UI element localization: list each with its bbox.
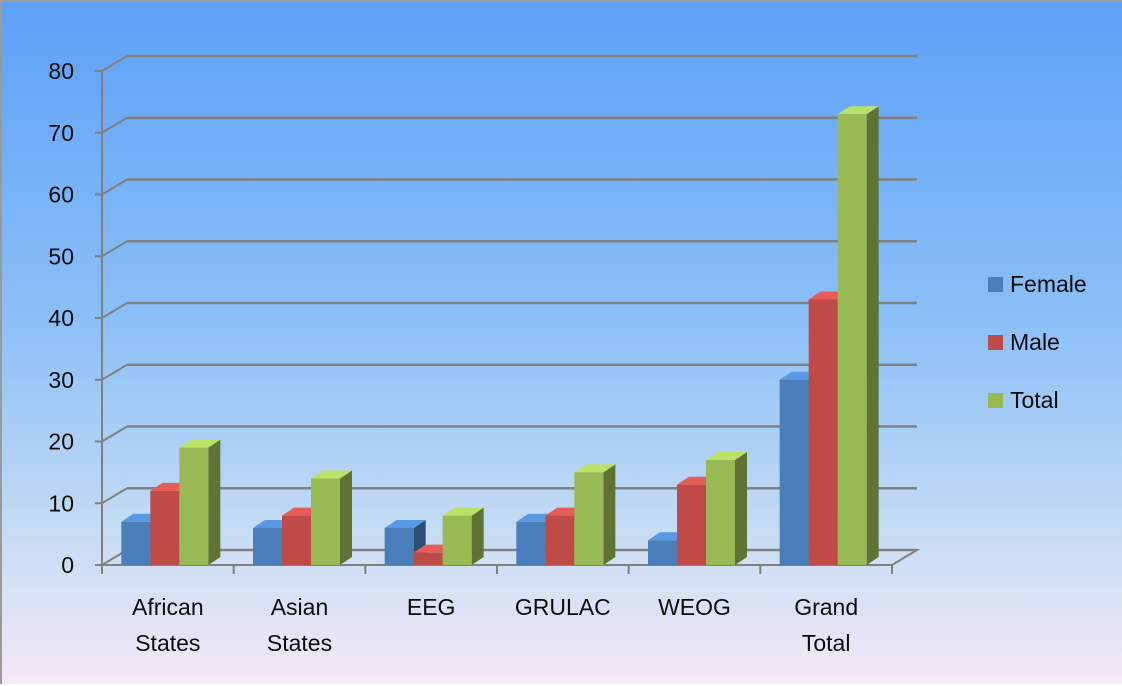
bar-top (384, 519, 426, 528)
legend-label: Male (1010, 329, 1060, 355)
gridline-side (101, 55, 128, 72)
y-tick-label: 10 (48, 490, 74, 516)
bar-female (384, 527, 414, 565)
bar-total (837, 114, 867, 565)
bar-male (150, 490, 180, 565)
gridline-side (101, 240, 128, 258)
y-tick-label: 60 (48, 182, 74, 208)
bar-top (706, 452, 747, 461)
bar-total (442, 515, 472, 565)
bar-total (179, 447, 209, 565)
legend-swatch (988, 335, 1003, 350)
legend-swatch (988, 393, 1003, 408)
bar-female (779, 379, 809, 565)
x-tick-label: Total (802, 630, 851, 656)
gridline-side (101, 116, 128, 134)
bar-side (866, 106, 879, 565)
bar-side (340, 470, 352, 565)
bar-side (603, 464, 616, 565)
bar-total (311, 478, 340, 565)
gridline-side (101, 363, 128, 381)
legend-label: Female (1010, 271, 1087, 297)
y-tick-label: 0 (61, 552, 74, 578)
y-tick-label: 20 (48, 429, 74, 455)
x-tick-label: WEOG (658, 594, 731, 620)
bar-male (545, 515, 575, 565)
bar-female (253, 527, 282, 565)
x-tick-label: States (267, 630, 332, 656)
gridline-side (101, 425, 128, 443)
y-tick-label: 50 (48, 243, 74, 269)
y-tick-label: 70 (48, 120, 74, 146)
x-tick-label: African (132, 594, 204, 620)
y-tick-label: 80 (48, 58, 74, 84)
bar-side (471, 507, 484, 565)
gridline-side (101, 487, 128, 505)
bar-female (516, 521, 546, 565)
bar-total (706, 460, 735, 565)
bar-top (442, 507, 484, 516)
gridline-side (101, 178, 128, 196)
x-tick-label: States (135, 630, 200, 656)
bar-top (311, 470, 352, 479)
x-tick-label: Grand (794, 594, 858, 620)
y-tick-label: 40 (48, 305, 74, 331)
bar-male (413, 552, 443, 565)
bar-top (574, 464, 616, 473)
bar-female (648, 540, 677, 565)
x-tick-label: EEG (407, 594, 456, 620)
legend-swatch (988, 277, 1003, 292)
bar-male (808, 299, 838, 565)
x-tick-label: Asian (271, 594, 329, 620)
bar-female (121, 521, 151, 565)
gridline-side (101, 302, 128, 319)
bar-male (677, 484, 706, 565)
bar-male (282, 515, 311, 565)
bar-top (179, 439, 221, 448)
bar-top (837, 106, 879, 115)
legend-label: Total (1010, 387, 1059, 413)
y-tick-label: 30 (48, 367, 74, 393)
bar-side (208, 439, 221, 565)
x-tick-label: GRULAC (515, 594, 611, 620)
bar-total (574, 472, 604, 565)
bar-side (735, 452, 747, 565)
